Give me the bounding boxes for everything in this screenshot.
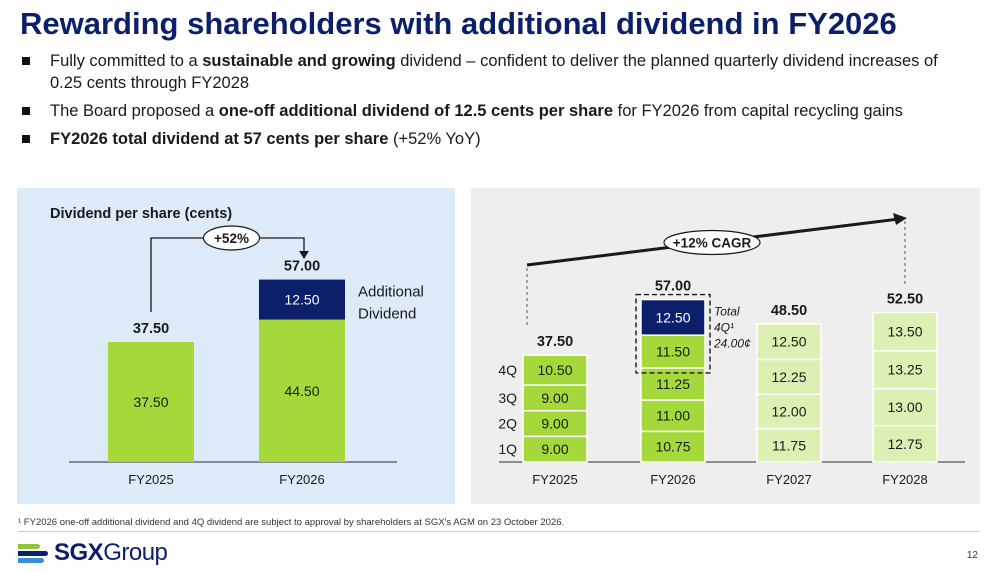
bar-value-label: 12.75 [887,436,922,452]
quarter-label: 4Q [498,362,517,378]
growth-badge [202,225,261,251]
total-4q-annotation: 24.00¢ [713,337,751,351]
bullet-square-icon [22,57,30,65]
total-4q-annotation: Total [714,305,740,319]
bar-segment [872,350,938,390]
bar-value-label: 11.00 [656,408,690,424]
sgx-group-logo: SGXGroup [18,538,168,568]
bar-segment [872,311,938,352]
bar-value-label: 44.50 [284,383,319,399]
dividend-per-share-chart-svg: Dividend per share (cents) 37.50 37.50 FY20… [50,206,424,487]
x-tick-label: FY2025 [128,472,174,487]
x-tick-label: FY2026 [650,472,696,487]
bar-value-label: 9.00 [541,416,568,432]
bar-value-label: 13.25 [887,362,922,378]
bullet-text: Fully committed to a sustainable and gro… [50,52,938,92]
bar-segment [640,334,706,369]
x-tick-label: FY2028 [882,472,928,487]
bar-segment [756,358,822,396]
bar-segment [259,279,345,320]
bar-segment [259,319,345,462]
bar-total-label: 37.50 [133,321,169,337]
bullet-item: Fully committed to a sustainable and gro… [20,50,960,94]
dividend-per-share-chart: Dividend per share (cents) 37.50 37.50 FY20… [17,188,455,504]
bar-segment [522,384,588,412]
x-tick-label: FY2027 [766,472,812,487]
bullet-item: The Board proposed a one-off additional … [20,100,960,122]
bar-value-label: 12.50 [284,292,319,308]
bullet-item: FY2026 total dividend at 57 cents per sh… [20,128,960,150]
cagr-badge [663,229,761,256]
bar-total-label: 52.50 [887,291,923,307]
bar-total-label: 57.00 [284,259,320,275]
quarter-label: 3Q [498,390,517,406]
additional-dividend-label: Additional [358,284,424,301]
bar-segment [522,435,588,463]
chart-title: Dividend per share (cents) [50,206,232,222]
bar-value-label: 11.25 [656,376,690,392]
bar-value-label: 11.75 [772,437,806,453]
footnote: ¹ FY2026 one-off additional dividend and… [18,517,565,528]
logo-text: SGXGroup [54,539,168,566]
sgx-logo-mark-icon [18,542,50,564]
total-4q-dashed-box [635,293,711,374]
bar-segment [872,424,938,463]
bar-value-label: 12.25 [771,369,806,385]
x-tick-label: FY2025 [532,472,578,487]
bar-value-label: 9.00 [541,441,568,457]
bar-segment [872,387,938,427]
bar-value-label: 11.50 [656,344,690,360]
bullet-square-icon [22,107,30,115]
bar-total-label: 48.50 [771,303,807,319]
total-4q-annotation: 4Q¹ [714,321,734,335]
bar-segment [522,354,588,386]
bar-segment [640,298,706,336]
page-number: 12 [966,550,978,561]
bar-segment [108,342,194,462]
quarterly-dividend-chart-svg: 9.00 9.00 9.00 10.50 37.50 FY2025 10.75 11.00 11… [498,213,965,487]
bar-segment [640,399,706,433]
bullet-list: Fully committed to a sustainable and gro… [20,50,960,156]
bar-value-label: 10.75 [655,439,690,455]
quarter-label: 2Q [498,416,517,432]
bar-segment [756,323,822,361]
page-title: Rewarding shareholders with additional d… [20,6,897,41]
bar-value-label: 9.00 [541,390,568,406]
bullet-square-icon [22,135,30,143]
growth-arrowhead [299,251,309,259]
additional-dividend-label: Dividend [358,306,416,323]
bar-value-label: 13.50 [887,324,922,340]
footer-divider [18,531,980,532]
bar-segment [640,430,706,463]
bar-total-label: 37.50 [537,334,573,350]
cagr-badge-label: +12% CAGR [673,236,752,251]
bar-segment [756,427,822,463]
growth-badge-label: +52% [214,231,249,246]
quarterly-dividend-chart: 9.00 9.00 9.00 10.50 37.50 FY2025 10.75 11.00 11… [471,188,980,504]
cagr-arrowhead [893,213,907,225]
bar-value-label: 37.50 [133,394,168,410]
x-tick-label: FY2026 [279,472,325,487]
bar-value-label: 13.00 [887,399,922,415]
bar-value-label: 12.50 [771,334,806,350]
bar-value-label: 12.00 [771,403,806,419]
bar-total-label: 57.00 [655,279,691,295]
bullet-text: The Board proposed a one-off additional … [50,102,903,120]
quarter-label: 1Q [498,441,517,457]
bar-value-label: 12.50 [655,309,690,325]
bar-value-label: 10.50 [537,362,572,378]
bullet-text: FY2026 total dividend at 57 cents per sh… [50,130,481,148]
